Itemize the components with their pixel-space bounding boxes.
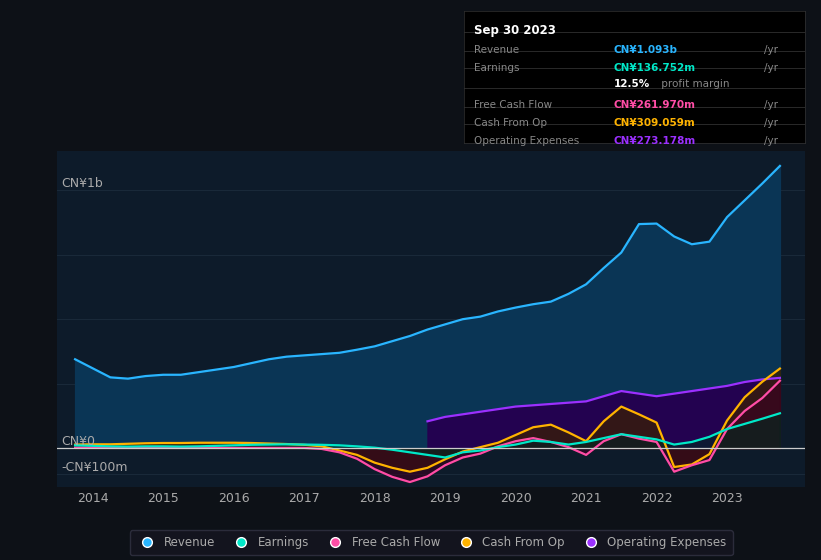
Text: /yr: /yr (764, 100, 777, 110)
Text: /yr: /yr (764, 118, 777, 128)
Text: CN¥1.093b: CN¥1.093b (614, 45, 678, 55)
Text: CN¥309.059m: CN¥309.059m (614, 118, 695, 128)
Text: Cash From Op: Cash From Op (474, 118, 547, 128)
Text: Free Cash Flow: Free Cash Flow (474, 100, 553, 110)
Text: CN¥261.970m: CN¥261.970m (614, 100, 695, 110)
Text: CN¥0: CN¥0 (61, 436, 95, 449)
Text: /yr: /yr (764, 136, 777, 146)
Legend: Revenue, Earnings, Free Cash Flow, Cash From Op, Operating Expenses: Revenue, Earnings, Free Cash Flow, Cash … (130, 530, 732, 555)
Text: 12.5%: 12.5% (614, 79, 650, 89)
Text: Operating Expenses: Operating Expenses (474, 136, 580, 146)
Text: Earnings: Earnings (474, 63, 520, 73)
Text: /yr: /yr (764, 45, 777, 55)
Text: CN¥273.178m: CN¥273.178m (614, 136, 696, 146)
Text: /yr: /yr (764, 63, 777, 73)
Text: -CN¥100m: -CN¥100m (61, 461, 127, 474)
Text: profit margin: profit margin (658, 79, 730, 89)
Text: CN¥136.752m: CN¥136.752m (614, 63, 696, 73)
Text: Revenue: Revenue (474, 45, 519, 55)
Text: CN¥1b: CN¥1b (61, 177, 103, 190)
Text: Sep 30 2023: Sep 30 2023 (474, 25, 556, 38)
